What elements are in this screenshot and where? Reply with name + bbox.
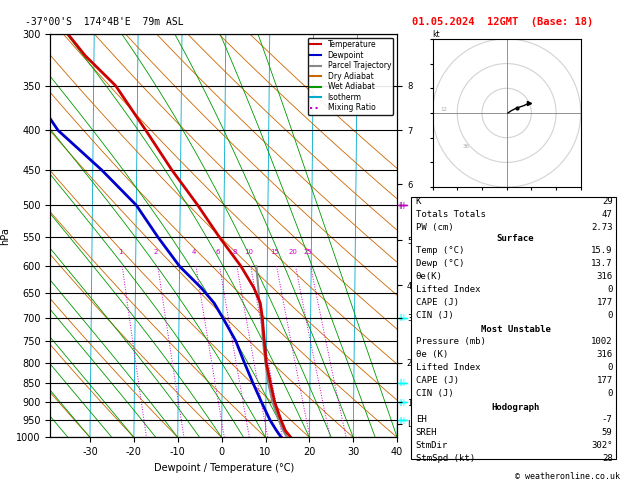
Text: -37°00'S  174°4B'E  79m ASL: -37°00'S 174°4B'E 79m ASL	[25, 17, 184, 27]
Text: 13.7: 13.7	[591, 260, 613, 268]
Text: |||: |||	[399, 202, 406, 208]
Text: CIN (J): CIN (J)	[416, 311, 454, 320]
Text: |||: |||	[399, 314, 406, 321]
Text: 0: 0	[607, 311, 613, 320]
Text: 15: 15	[270, 249, 279, 255]
Text: 302°: 302°	[591, 441, 613, 450]
Text: 316: 316	[596, 350, 613, 359]
Text: 0: 0	[607, 389, 613, 398]
Text: EH: EH	[416, 415, 426, 424]
Text: Dewp (°C): Dewp (°C)	[416, 260, 464, 268]
Y-axis label: hPa: hPa	[1, 227, 11, 244]
Text: Pressure (mb): Pressure (mb)	[416, 337, 486, 346]
Text: CAPE (J): CAPE (J)	[416, 376, 459, 385]
Text: 25: 25	[304, 249, 313, 255]
Text: PW (cm): PW (cm)	[416, 223, 454, 232]
Text: 4: 4	[192, 249, 196, 255]
Text: 12: 12	[440, 106, 447, 111]
Text: 1: 1	[118, 249, 123, 255]
Text: Most Unstable: Most Unstable	[481, 325, 550, 334]
Text: 0: 0	[607, 285, 613, 294]
Text: 01.05.2024  12GMT  (Base: 18): 01.05.2024 12GMT (Base: 18)	[412, 17, 593, 27]
Text: 177: 177	[596, 376, 613, 385]
Text: 1002: 1002	[591, 337, 613, 346]
Text: 10: 10	[244, 249, 253, 255]
Text: CAPE (J): CAPE (J)	[416, 298, 459, 307]
Text: 177: 177	[596, 298, 613, 307]
Text: 0: 0	[607, 363, 613, 372]
Text: -7: -7	[602, 415, 613, 424]
Text: |||: |||	[399, 399, 406, 406]
Text: 6: 6	[215, 249, 220, 255]
Text: 8: 8	[233, 249, 237, 255]
Text: StmSpd (kt): StmSpd (kt)	[416, 454, 475, 463]
Text: 47: 47	[602, 210, 613, 219]
Text: Lifted Index: Lifted Index	[416, 285, 481, 294]
Text: Hodograph: Hodograph	[491, 403, 540, 412]
Text: 20: 20	[289, 249, 298, 255]
Text: Lifted Index: Lifted Index	[416, 363, 481, 372]
Text: Totals Totals: Totals Totals	[416, 210, 486, 219]
Text: |||: |||	[399, 380, 406, 386]
Text: 59: 59	[602, 428, 613, 437]
Text: Temp (°C): Temp (°C)	[416, 246, 464, 256]
Text: |||: |||	[399, 417, 406, 424]
Text: kt: kt	[433, 30, 440, 39]
Text: 2: 2	[154, 249, 159, 255]
Text: 29: 29	[602, 197, 613, 206]
Text: 15.9: 15.9	[591, 246, 613, 256]
Text: © weatheronline.co.uk: © weatheronline.co.uk	[515, 472, 620, 481]
Legend: Temperature, Dewpoint, Parcel Trajectory, Dry Adiabat, Wet Adiabat, Isotherm, Mi: Temperature, Dewpoint, Parcel Trajectory…	[308, 38, 393, 115]
Text: Surface: Surface	[497, 234, 534, 243]
Text: StmDir: StmDir	[416, 441, 448, 450]
X-axis label: Dewpoint / Temperature (°C): Dewpoint / Temperature (°C)	[153, 463, 294, 473]
Text: 28: 28	[602, 454, 613, 463]
Text: K: K	[416, 197, 421, 206]
Text: CIN (J): CIN (J)	[416, 389, 454, 398]
Text: SREH: SREH	[416, 428, 437, 437]
Text: θe (K): θe (K)	[416, 350, 448, 359]
Text: θe(K): θe(K)	[416, 272, 443, 281]
Text: 36: 36	[462, 143, 469, 149]
Text: 316: 316	[596, 272, 613, 281]
Text: 2.73: 2.73	[591, 223, 613, 232]
